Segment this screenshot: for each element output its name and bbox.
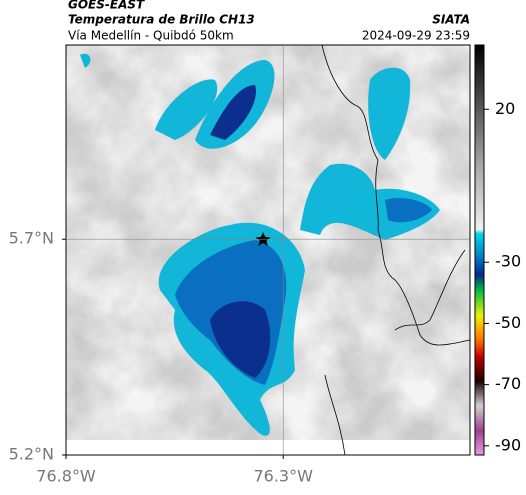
source: SIATA	[432, 13, 470, 27]
map-frame	[65, 44, 471, 456]
colorbar-label: -50	[495, 313, 521, 332]
cold-clouds	[80, 53, 440, 436]
colorbar-label: -70	[495, 374, 521, 393]
timestamp: 2024-09-29 23:59	[362, 29, 470, 43]
lat-label: 5.7°N	[9, 229, 54, 248]
lon-label: 76.3°W	[253, 467, 313, 486]
border	[324, 374, 346, 455]
border	[321, 45, 470, 346]
colorbar-label: 20	[495, 99, 515, 118]
colorbar-label: -30	[495, 252, 521, 271]
lon-label: 76.8°W	[36, 467, 96, 486]
satellite: GOES-EAST	[68, 0, 145, 12]
blank-strip	[66, 440, 470, 455]
route: Vía Medellín - Quibdó 50km	[68, 29, 234, 43]
colorbar	[474, 44, 485, 456]
map-image	[66, 45, 470, 455]
colorbar-label: -90	[495, 435, 521, 454]
lat-label: 5.2°N	[9, 445, 54, 464]
border	[394, 249, 466, 331]
product: Temperatura de Brillo CH13	[68, 13, 255, 27]
